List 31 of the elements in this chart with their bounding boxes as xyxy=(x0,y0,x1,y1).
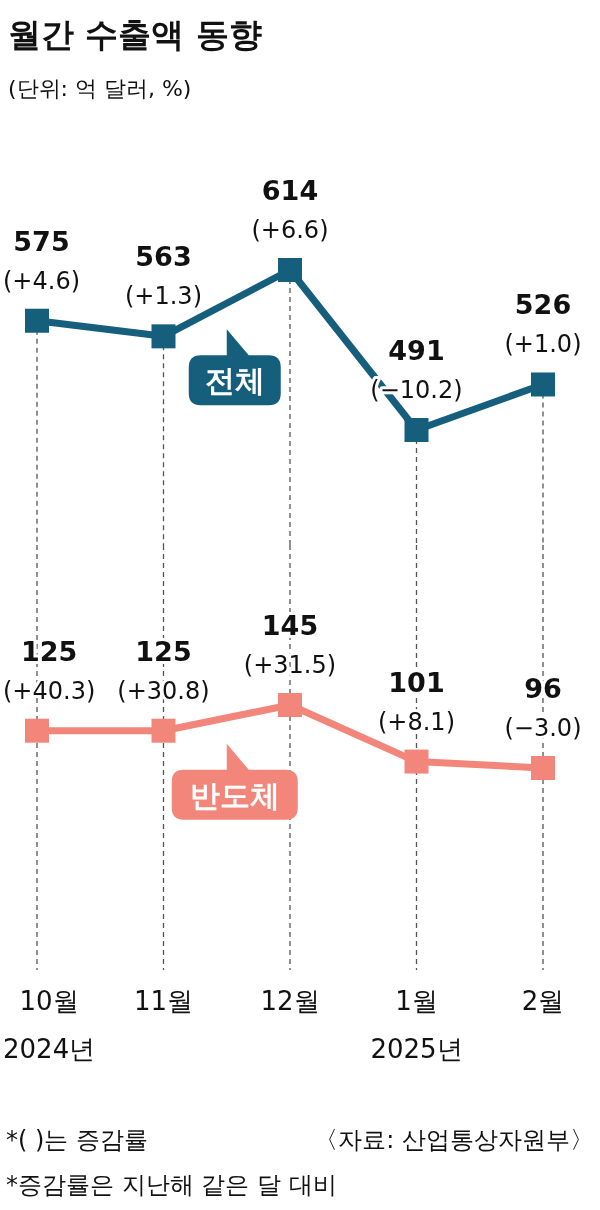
point xyxy=(278,693,302,717)
x-tick-label: 1월 2025년 xyxy=(370,986,463,1064)
point xyxy=(151,324,176,349)
data-label: 575 (+4.6) xyxy=(3,225,81,295)
point xyxy=(278,258,302,282)
x-tick-label: 12월 xyxy=(260,986,320,1016)
series-label: 전체 xyxy=(204,363,265,399)
x-tick-label: 2월 xyxy=(521,986,565,1016)
data-label: 125 (+30.8) xyxy=(117,635,210,705)
x-tick-label: 11월 xyxy=(133,986,194,1016)
point xyxy=(151,718,176,743)
data-label: 614 (+6.6) xyxy=(251,175,329,244)
point xyxy=(404,749,429,774)
text: 〈자료: 산업통상자원부〉 xyxy=(314,1126,594,1154)
chart-subtitle: (단위: 억 달러, %) xyxy=(8,76,192,101)
point xyxy=(531,756,555,780)
point xyxy=(25,718,49,743)
point xyxy=(25,308,49,333)
series-label: 반도체 xyxy=(189,777,280,813)
text: *( )는 증감률 xyxy=(6,1126,148,1154)
data-label: 563 (+1.3) xyxy=(124,241,203,311)
chart-title: 월간 수출액 동향 xyxy=(8,15,262,54)
data-label: 96 (−3.0) xyxy=(504,673,582,742)
data-label: 101 (+8.1) xyxy=(377,666,456,736)
data-label: 125 (+40.3) xyxy=(3,635,96,705)
x-tick-label: 10월 2024년 xyxy=(3,986,96,1064)
point xyxy=(404,418,429,442)
data-label: 526 (+1.0) xyxy=(504,289,582,359)
point xyxy=(531,372,555,397)
text: *증감률은 지난해 같은 달 대비 xyxy=(6,1171,337,1199)
data-label: 145 (+31.5) xyxy=(243,610,337,679)
